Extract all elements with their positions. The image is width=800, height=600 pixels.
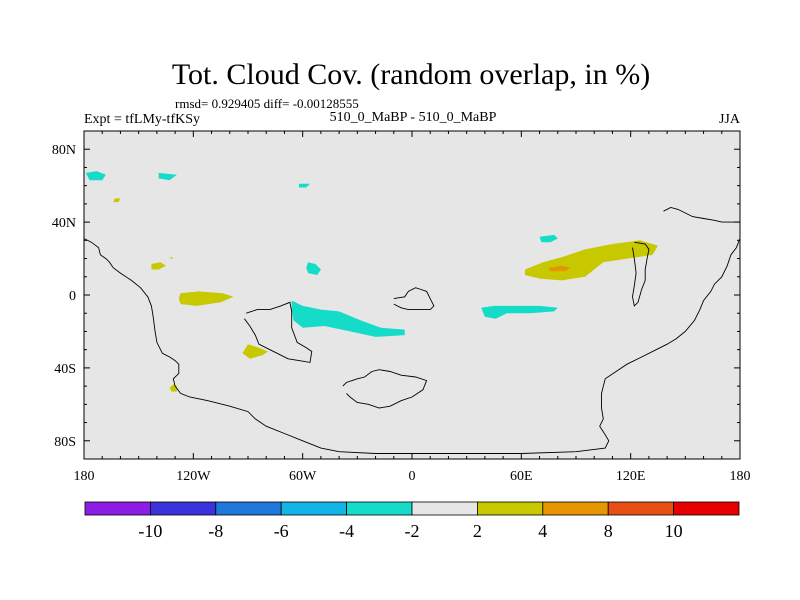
anomaly-region-10	[169, 256, 174, 259]
colorbar: -10 -8 -6 -4 -2 2 4 8 10	[84, 501, 740, 541]
colorbar-label-6: 2	[473, 521, 482, 541]
experiment-label: Expt = tfLMy-tfKSy	[84, 112, 200, 127]
x-tick-label-0: 180	[74, 469, 95, 484]
colorbar-label-9: 10	[665, 521, 683, 541]
colorbar-swatch-9	[607, 501, 675, 516]
colorbar-swatch-7	[476, 501, 544, 516]
anomaly-region-12	[242, 344, 268, 359]
colorbar-label-7: 4	[538, 521, 547, 541]
colorbar-label-4: -4	[339, 521, 354, 541]
anomaly-region-4	[306, 262, 321, 275]
center-label: 510_0_MaBP - 510_0_MaBP	[330, 110, 497, 125]
x-tick-label-6: 180	[730, 469, 751, 484]
colorbar-label-2: -8	[208, 521, 223, 541]
y-tick-label-2: 0	[69, 289, 76, 304]
y-tick-label-0: 80N	[52, 143, 76, 158]
coastline-2	[244, 301, 313, 363]
anomaly-region-15	[548, 265, 571, 272]
x-tick-label-1: 120W	[176, 469, 211, 484]
chart-title: Tot. Cloud Cov. (random overlap, in %)	[172, 58, 650, 91]
anomaly-region-11	[178, 291, 234, 306]
colorbar-swatch-3	[215, 501, 282, 516]
colorbar-swatch-8	[542, 501, 609, 516]
anomaly-region-5	[291, 300, 405, 337]
y-tick-label-3: 40S	[54, 362, 76, 377]
coastline-4	[342, 369, 428, 409]
colorbar-label-1: -10	[138, 521, 162, 541]
y-tick-label-1: 40N	[52, 216, 76, 231]
x-tick-label-3: 0	[409, 469, 416, 484]
stats-label: rmsd= 0.929405 diff= -0.00128555	[175, 96, 359, 111]
anomaly-regions	[85, 171, 658, 392]
anomaly-region-7	[539, 234, 558, 243]
map-plot: 180 120W 60W 0 60E 120E 180 80N 40N 0 40S 80S	[52, 130, 751, 484]
coastline-3	[393, 287, 435, 311]
colorbar-swatch-4	[280, 501, 348, 516]
colorbar-swatch-2	[149, 501, 217, 516]
coastlines	[83, 207, 741, 454]
axis-ticks: 180 120W 60W 0 60E 120E 180 80N 40N 0 40S 80S	[52, 130, 751, 484]
anomaly-region-8	[113, 198, 121, 203]
coastline-1	[83, 238, 741, 454]
y-tick-label-4: 80S	[54, 435, 76, 450]
x-tick-label-5: 120E	[616, 469, 646, 484]
x-tick-label-2: 60W	[289, 469, 317, 484]
colorbar-swatch-1	[84, 501, 151, 516]
anomaly-region-9	[151, 262, 166, 270]
colorbar-label-3: -6	[274, 521, 289, 541]
colorbar-swatch-6	[411, 501, 478, 516]
coastline-5	[663, 207, 740, 223]
x-tick-label-4: 60E	[510, 469, 533, 484]
season-label: JJA	[719, 112, 741, 127]
anomaly-region-6	[481, 305, 558, 319]
anomaly-region-2	[158, 172, 177, 181]
anomaly-region-1	[85, 171, 106, 181]
colorbar-swatch-5	[346, 501, 413, 516]
colorbar-label-5: -2	[405, 521, 420, 541]
anomaly-region-3	[299, 183, 310, 188]
coastline-6	[632, 241, 650, 307]
colorbar-swatch-10	[673, 501, 740, 516]
colorbar-label-8: 8	[604, 521, 613, 541]
